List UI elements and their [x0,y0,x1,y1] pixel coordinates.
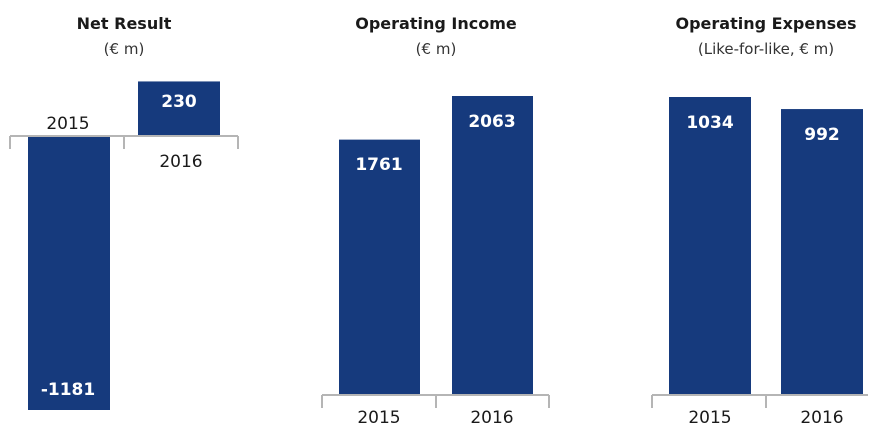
operating-expenses-bar-2015 [669,97,751,394]
operating-income-chart: Operating Income (€ m) 1761 2063 2015 20… [321,14,550,426]
operating-income-title: Operating Income [355,14,517,33]
net-result-axis [9,135,239,149]
operating-expenses-bar-2016 [781,109,863,394]
net-result-bar-2015 [28,135,110,410]
operating-expenses-subtitle: (Like-for-like, € m) [698,40,834,58]
operating-income-tick-2016: 2016 [470,408,513,426]
net-result-tick-2016: 2016 [159,152,202,172]
operating-expenses-tick-2015: 2015 [688,408,731,426]
net-result-title: Net Result [77,14,172,33]
operating-income-bar-2015 [339,139,420,394]
operating-income-label-2015: 1761 [355,155,402,175]
net-result-chart: Net Result (€ m) 2015 2016 -1181 230 [9,14,239,410]
operating-expenses-chart: Operating Expenses (Like-for-like, € m) … [651,14,868,426]
operating-expenses-title: Operating Expenses [676,14,857,33]
operating-income-bar-2016 [452,96,533,394]
operating-expenses-axis [651,394,868,408]
net-result-label-2016: 230 [161,92,197,112]
net-result-bar-2016 [138,81,220,135]
operating-expenses-label-2015: 1034 [686,113,733,133]
operating-expenses-tick-2016: 2016 [800,408,843,426]
net-result-tick-2015: 2015 [46,114,89,134]
operating-income-tick-2015: 2015 [357,408,400,426]
operating-income-axis [321,394,550,408]
operating-income-subtitle: (€ m) [416,40,457,58]
operating-expenses-label-2016: 992 [804,125,840,145]
net-result-subtitle: (€ m) [104,40,145,58]
net-result-label-2015: -1181 [41,380,95,400]
operating-income-label-2016: 2063 [468,112,515,132]
